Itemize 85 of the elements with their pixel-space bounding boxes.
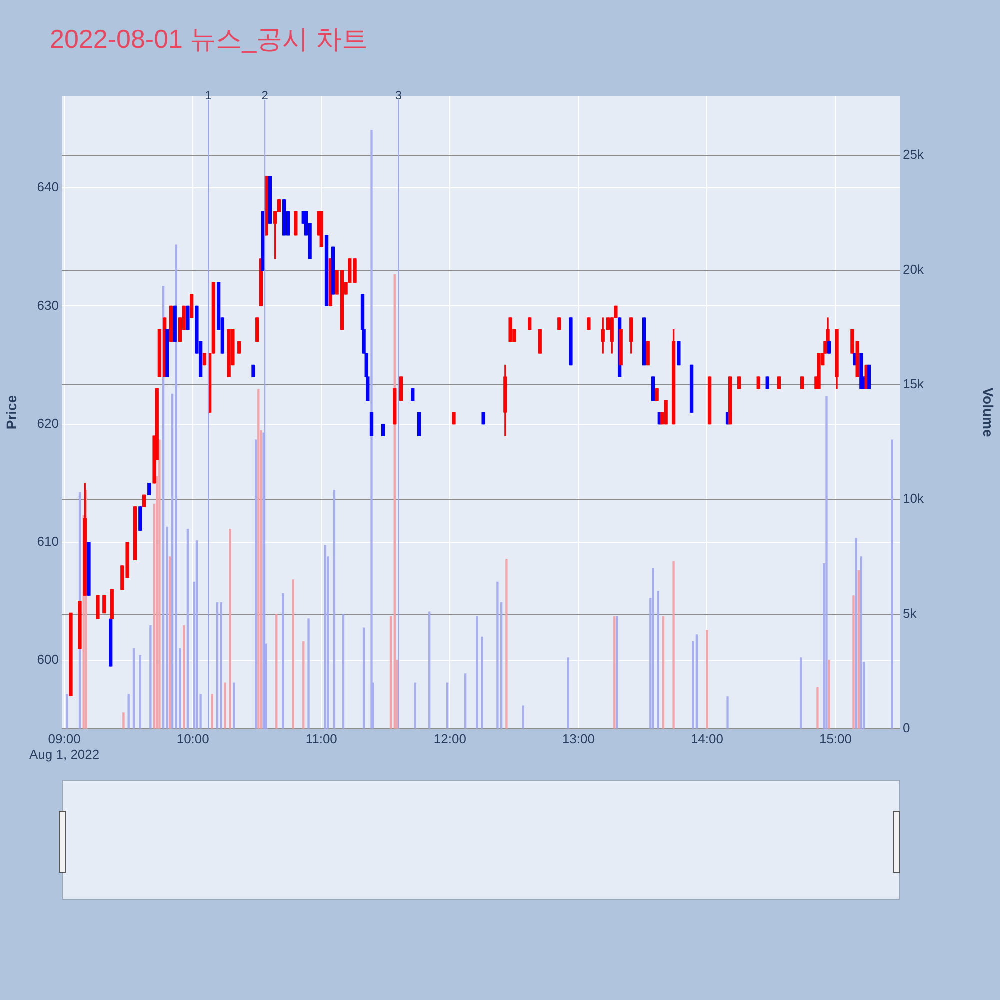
bar (229, 529, 232, 729)
y2-tick-label: 0 (903, 720, 910, 736)
bar (258, 389, 260, 729)
bar (139, 655, 142, 729)
bar (706, 630, 708, 729)
bar (276, 614, 278, 729)
bar (122, 712, 125, 729)
bar (333, 490, 336, 729)
bar (652, 568, 654, 729)
bar (292, 580, 294, 729)
bar (216, 602, 219, 729)
bar (186, 529, 190, 729)
bar (171, 394, 174, 729)
x-tick-label: 09:00 Aug 1, 2022 (30, 731, 100, 762)
bar (324, 545, 327, 729)
x-tick-label: 11:00 (306, 731, 338, 746)
bar (696, 634, 698, 729)
bar (826, 396, 828, 729)
bar (858, 570, 860, 729)
bar (166, 526, 168, 729)
bar (662, 616, 665, 729)
bar (308, 618, 310, 729)
bar (476, 616, 478, 729)
x-tick-label: 10:00 (176, 731, 210, 746)
bar (852, 596, 855, 729)
bar (196, 540, 198, 729)
bar (828, 660, 830, 729)
bar (616, 616, 618, 729)
bar (446, 682, 449, 729)
bar (370, 130, 373, 729)
y-tick-label: 630 (37, 298, 59, 313)
bar (481, 636, 484, 729)
x-tick-label: 12:00 (434, 731, 466, 746)
y-tick-label: 640 (37, 180, 59, 195)
bar (168, 556, 172, 729)
y2-tick-label: 20k (903, 262, 924, 277)
y-tick-label: 610 (37, 534, 59, 549)
bar (132, 648, 136, 729)
bar (464, 674, 467, 729)
bar (816, 687, 819, 729)
bar (254, 440, 258, 729)
y2-axis-title: Volume (980, 388, 997, 438)
bar (692, 642, 694, 729)
y2-tick-label: 5k (903, 606, 918, 621)
y-tick-label: 620 (37, 416, 59, 431)
bar (211, 694, 214, 729)
bar (128, 694, 130, 729)
bar (496, 582, 499, 729)
bar (726, 696, 729, 729)
bar (522, 706, 524, 729)
x-tick-label: 15:00 (819, 731, 852, 746)
bar (224, 682, 226, 729)
bar (891, 440, 894, 729)
y2-tick-label: 15k (903, 376, 924, 392)
y2-tick-label: 10k (903, 491, 924, 506)
annotation: 3 (395, 88, 402, 102)
bar (506, 558, 508, 729)
bar (158, 440, 161, 729)
chart-title: 2022-08-01 뉴스_공시 차트 (50, 23, 368, 56)
bar (362, 628, 366, 729)
bar (183, 625, 186, 729)
x-tick-label: 13:00 (562, 731, 595, 746)
bar (614, 616, 616, 729)
annotation: 1 (205, 88, 212, 102)
bar (855, 538, 858, 729)
annotation: 2 (262, 88, 269, 102)
bar (657, 591, 660, 729)
bar (860, 556, 863, 729)
bar (66, 694, 68, 729)
bar (150, 625, 152, 729)
bar (428, 612, 431, 729)
y-axis-title: Price (3, 395, 20, 430)
bar (282, 593, 284, 729)
bar (302, 642, 305, 729)
x-tick-label: 14:00 (690, 731, 724, 746)
bar (233, 682, 236, 729)
bar (390, 616, 392, 729)
y2-tick-label: 25k (903, 147, 924, 162)
bar (342, 614, 345, 729)
bar (567, 658, 570, 729)
bar (672, 561, 675, 729)
bar (220, 602, 222, 729)
bar (414, 682, 417, 729)
bar (800, 658, 802, 729)
y-tick-label: 600 (37, 652, 59, 668)
